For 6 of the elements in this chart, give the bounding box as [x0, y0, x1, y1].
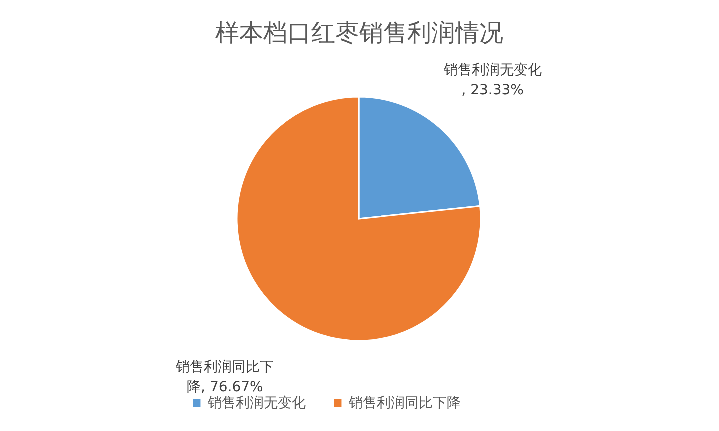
- data-label: 销售利润无变化, 23.33%: [442, 62, 542, 98]
- chart-title: 样本档口红枣销售利润情况: [216, 19, 504, 47]
- pie-slice: [236, 96, 482, 342]
- legend-label: 销售利润无变化: [207, 395, 306, 412]
- data-label: 销售利润同比下降, 76.67%: [175, 360, 274, 396]
- legend-label: 销售利润同比下降: [348, 395, 461, 412]
